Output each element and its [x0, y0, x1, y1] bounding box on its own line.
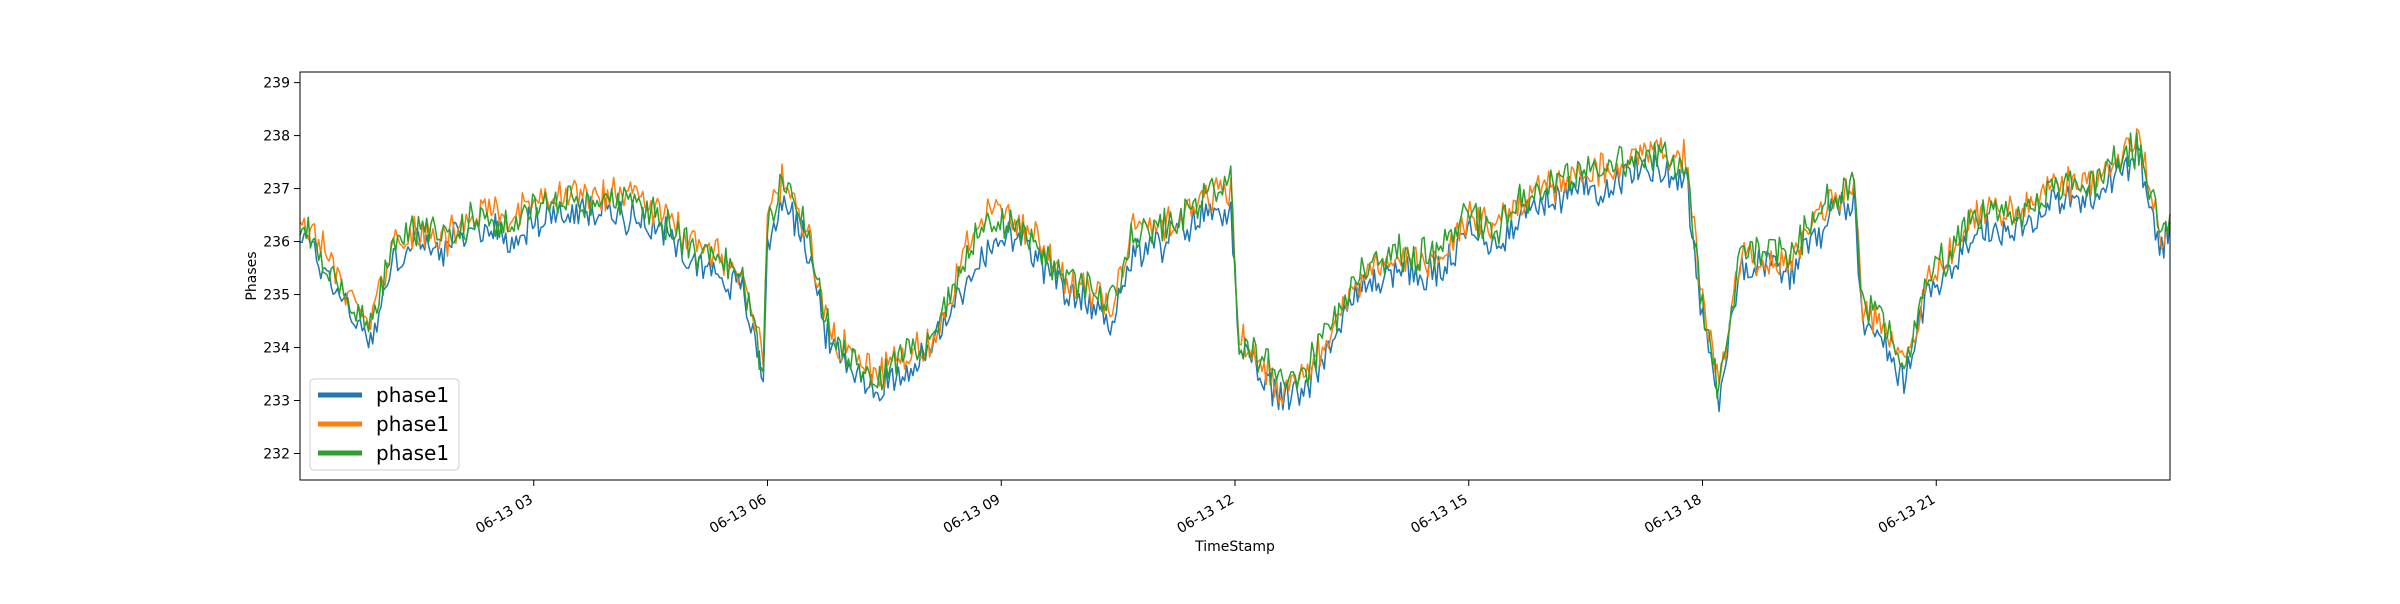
y-axis-label: Phases — [244, 251, 260, 300]
legend-label-series-1: phase1 — [376, 383, 449, 407]
y-tick-label: 233 — [263, 394, 290, 410]
y-tick-label: 232 — [263, 447, 290, 463]
plot-frame — [299, 71, 2171, 481]
series-line-3 — [299, 131, 2171, 399]
legend-label-series-2: phase1 — [376, 412, 449, 436]
legend-label-series-3: phase1 — [376, 441, 449, 465]
x-axis-label: TimeStamp — [1194, 539, 1275, 555]
y-tick-label: 234 — [263, 341, 290, 357]
y-tick-label: 235 — [263, 288, 290, 304]
y-tick-label: 239 — [263, 76, 290, 92]
legend: phase1 phase1 phase1 — [309, 378, 460, 471]
y-tick-label: 238 — [263, 129, 290, 145]
legend-box — [309, 378, 460, 471]
y-tick-label: 237 — [263, 182, 290, 198]
y-axis: 232 233 234 235 236 237 238 239 — [263, 76, 300, 463]
y-tick-label: 236 — [263, 235, 290, 251]
plot-area — [299, 128, 2171, 413]
